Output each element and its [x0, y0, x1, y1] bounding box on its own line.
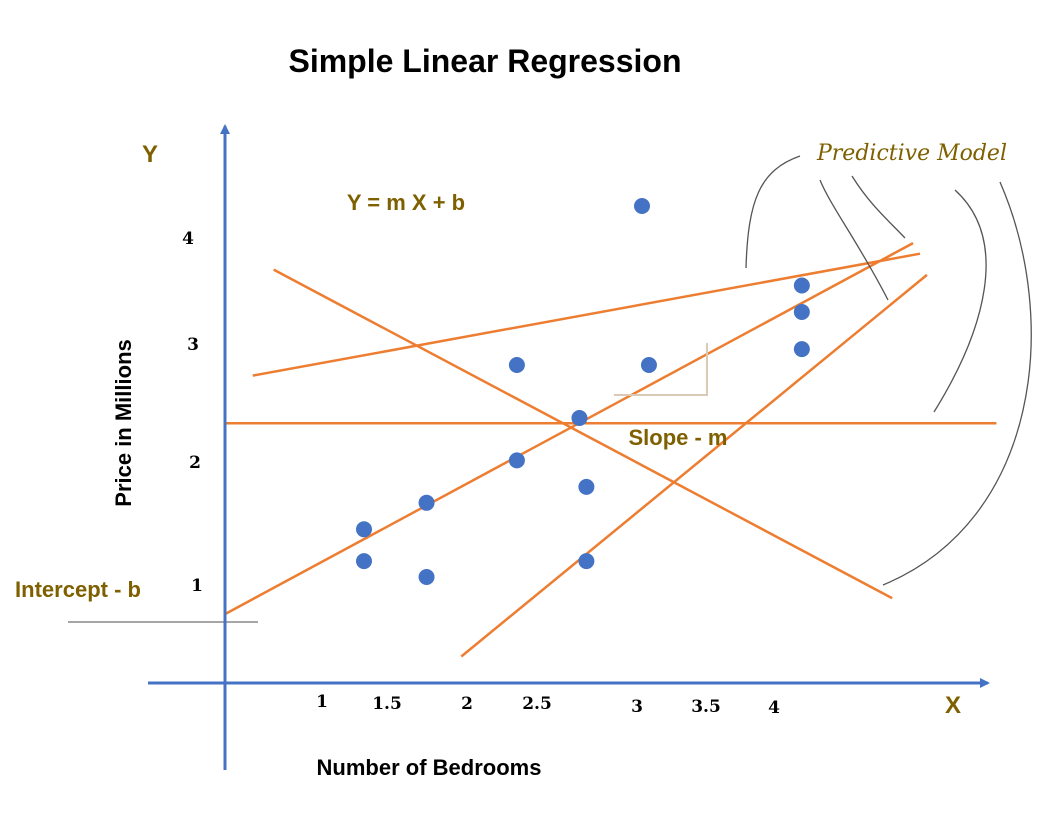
- slope-triangle: [614, 343, 708, 396]
- data-point: [418, 569, 435, 585]
- x-axis-label: Number of Bedrooms: [317, 755, 542, 780]
- x-tick-label: 3.5: [691, 697, 721, 717]
- y-tick-label: 4: [182, 229, 194, 249]
- y-tick-label: 1: [191, 576, 203, 596]
- slope-label: Slope - m: [628, 425, 727, 450]
- regression-line-1: [273, 268, 893, 600]
- data-point: [640, 357, 657, 373]
- y-tick-label: 3: [187, 335, 199, 355]
- x-tick-label: 2: [461, 694, 473, 714]
- y-axis-letter: Y: [142, 141, 158, 168]
- x-tick-label: 2.5: [522, 694, 552, 714]
- data-point: [578, 478, 595, 495]
- x-tick-label: 1: [316, 692, 328, 712]
- predictive-model-pointers: [745, 155, 1032, 586]
- data-point: [793, 341, 810, 358]
- regression-line-2: [252, 252, 921, 377]
- x-tick-label: 4: [768, 698, 780, 718]
- diagram-title: Simple Linear Regression: [288, 43, 681, 79]
- data-point: [634, 198, 650, 214]
- y-tick-labels: 1 2 3 4: [182, 229, 203, 596]
- data-point: [418, 494, 435, 511]
- predictive-model-label: Predictive Model: [816, 141, 1007, 166]
- equation-label: Y = m X + b: [347, 190, 465, 215]
- data-point: [356, 521, 372, 538]
- regression-lines: [224, 241, 997, 658]
- y-tick-label: 2: [189, 453, 201, 473]
- x-tick-label: 1.5: [372, 694, 402, 714]
- x-tick-label: 3: [631, 697, 643, 717]
- data-point: [508, 357, 525, 373]
- data-point: [793, 304, 810, 320]
- regression-line-4: [460, 273, 928, 658]
- x-tick-labels: 1 1.5 2 2.5 3 3.5 4: [316, 692, 780, 718]
- data-point: [356, 553, 372, 570]
- data-point: [508, 452, 525, 469]
- data-point: [578, 553, 595, 570]
- data-points: [356, 198, 810, 585]
- data-point: [793, 277, 810, 294]
- x-axis-letter: X: [945, 692, 961, 719]
- intercept-label: Intercept - b: [15, 577, 141, 602]
- y-axis-label: Price in Millions: [111, 339, 136, 506]
- data-point: [571, 410, 588, 426]
